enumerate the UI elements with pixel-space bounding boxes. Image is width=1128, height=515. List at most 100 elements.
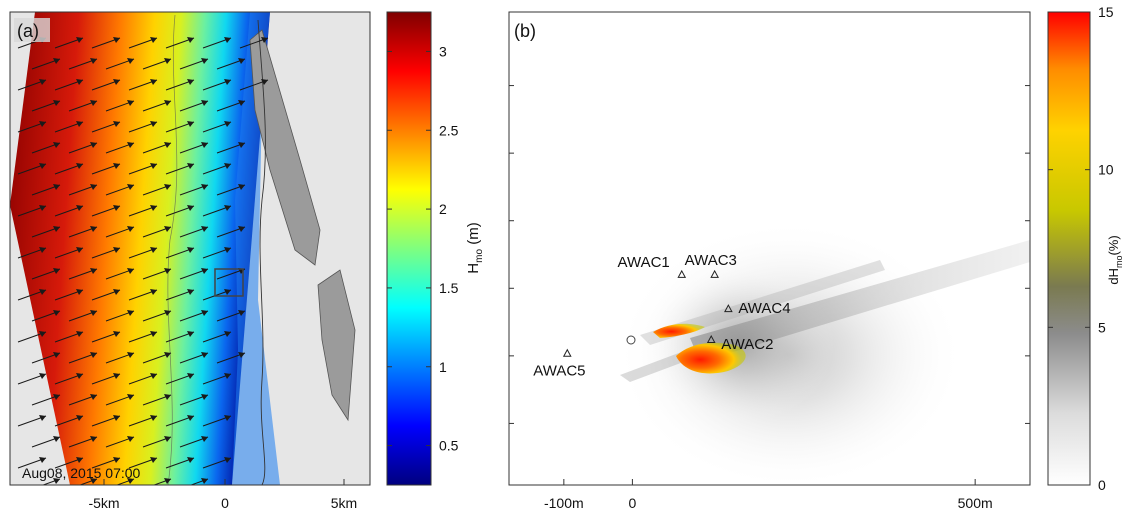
wave-arrow-head — [150, 373, 157, 379]
station-label: AWAC2 — [721, 336, 773, 353]
wave-arrow-head — [150, 79, 157, 85]
wave-arrows — [17, 37, 269, 485]
wave-arrow-head — [39, 289, 46, 295]
wave-arrow-head — [53, 268, 60, 274]
wave-arrow-head — [53, 310, 60, 316]
wave-arrow-head — [164, 100, 171, 106]
colorbar-a-tick-label: 3 — [439, 43, 447, 59]
wave-arrow-head — [201, 184, 208, 190]
wave-arrow-head — [76, 457, 83, 463]
wave-arrow-head — [90, 310, 97, 316]
panel-a-label: (a) — [17, 21, 39, 41]
colorbar-a-tick-label: 2 — [439, 201, 447, 217]
wave-arrow-head — [187, 289, 194, 295]
wave-arrow-head — [76, 289, 83, 295]
wave-arrow-head — [113, 121, 120, 127]
panel-b-label: (b) — [514, 21, 536, 41]
wave-arrow-head — [164, 268, 171, 274]
wave-arrow-head — [187, 331, 194, 337]
panel-a: (a) Aug08, 2015 07:00 -5km 0 5km 0.5 1 1.5… — [9, 11, 485, 511]
x-tick-label: 0 — [221, 495, 229, 511]
colorbar-b-tick-label: 15 — [1098, 4, 1114, 20]
station-marker — [706, 334, 716, 343]
wave-arrow-head — [187, 457, 194, 463]
wave-arrow-head — [224, 163, 231, 169]
wave-arrow-head — [39, 373, 46, 379]
colorbar-b-tick-label: 5 — [1098, 319, 1106, 335]
wave-arrow-head — [150, 289, 157, 295]
wave-arrow-head — [90, 268, 97, 274]
wave-arrow-head — [201, 142, 208, 148]
wave-arrow-head — [224, 415, 231, 421]
station-label: AWAC4 — [738, 300, 790, 317]
x-tick-label: 5km — [331, 495, 357, 511]
wave-arrow-head — [127, 100, 134, 106]
panel-a-x-axis: -5km 0 5km — [88, 479, 357, 511]
wave-arrow-head — [164, 478, 171, 484]
wave-arrow-head — [39, 247, 46, 253]
nearshore-zone — [232, 12, 280, 485]
wave-arrow-head — [187, 121, 194, 127]
wave-arrow-head — [39, 457, 46, 463]
station-marker — [562, 348, 572, 357]
wave-arrow-head — [224, 289, 231, 295]
wave-arrow-head — [224, 331, 231, 337]
wave-arrow-head — [90, 58, 97, 64]
wave-arrow-head — [76, 373, 83, 379]
colorbar-a: 0.5 1 1.5 2 2.5 3 Hmo (m) — [386, 11, 485, 486]
wave-arrow-head — [238, 142, 245, 148]
wave-arrow-head — [113, 289, 120, 295]
wave-arrow-head — [201, 58, 208, 64]
wave-arrow-head — [150, 331, 157, 337]
hotspot-1 — [653, 323, 705, 338]
wave-arrow-head — [53, 100, 60, 106]
x-tick-label: 500m — [958, 495, 993, 511]
wave-arrow-head — [53, 394, 60, 400]
colorbar-a-tick-label: 0.5 — [439, 438, 459, 454]
wave-arrow-head — [238, 58, 245, 64]
wave-arrow-head — [201, 310, 208, 316]
station-label: AWAC1 — [618, 254, 670, 271]
station-marker — [677, 269, 687, 278]
station-marker — [710, 269, 719, 278]
wave-arrow-head — [53, 142, 60, 148]
wave-arrow-head — [90, 394, 97, 400]
wave-arrow-head — [261, 37, 268, 43]
wave-arrow-head — [238, 352, 245, 358]
colorbar-a-ramp — [386, 11, 432, 486]
wave-arrow-head — [127, 184, 134, 190]
wave-arrow-head — [90, 142, 97, 148]
wave-arrow-head — [187, 373, 194, 379]
panel-a-map — [10, 12, 370, 485]
colorbar-a-tick-label: 1.5 — [439, 280, 459, 296]
wave-arrow-head — [76, 121, 83, 127]
wave-arrow-head — [224, 205, 231, 211]
wave-arrow-head — [201, 268, 208, 274]
panel-b: AWAC1 AWAC3 AWAC4 AWAC2 AWAC5 (b) -100m 0 500m… — [508, 4, 1124, 511]
wave-height-field — [10, 12, 270, 485]
colorbar-a-tick-label: 1 — [439, 359, 447, 375]
wave-arrow-head — [238, 310, 245, 316]
wave-arrow-head — [150, 415, 157, 421]
colorbar-b: 0 5 10 15 dHmo(%) — [1047, 4, 1124, 493]
wave-arrow-head — [224, 457, 231, 463]
colorbar-b-ramp — [1047, 11, 1091, 486]
wave-arrow-head — [150, 163, 157, 169]
wave-arrow-head — [76, 415, 83, 421]
wave-arrow-head — [164, 310, 171, 316]
panel-b-y-ticks — [509, 85, 1030, 424]
shadow-beam-2 — [640, 260, 885, 345]
study-area-box — [214, 268, 244, 297]
wave-arrow-head — [164, 184, 171, 190]
panel-b-x-axis: -100m 0 500m — [544, 479, 993, 511]
wave-arrow-head — [164, 142, 171, 148]
wave-arrow-head — [53, 478, 60, 484]
station-label: AWAC5 — [533, 363, 585, 380]
wave-arrow-head — [201, 226, 208, 232]
isobath — [167, 14, 178, 485]
wave-arrow-head — [164, 58, 171, 64]
x-tick-label: -100m — [544, 495, 584, 511]
wave-arrow-head — [224, 373, 231, 379]
wave-arrow-head — [113, 415, 120, 421]
